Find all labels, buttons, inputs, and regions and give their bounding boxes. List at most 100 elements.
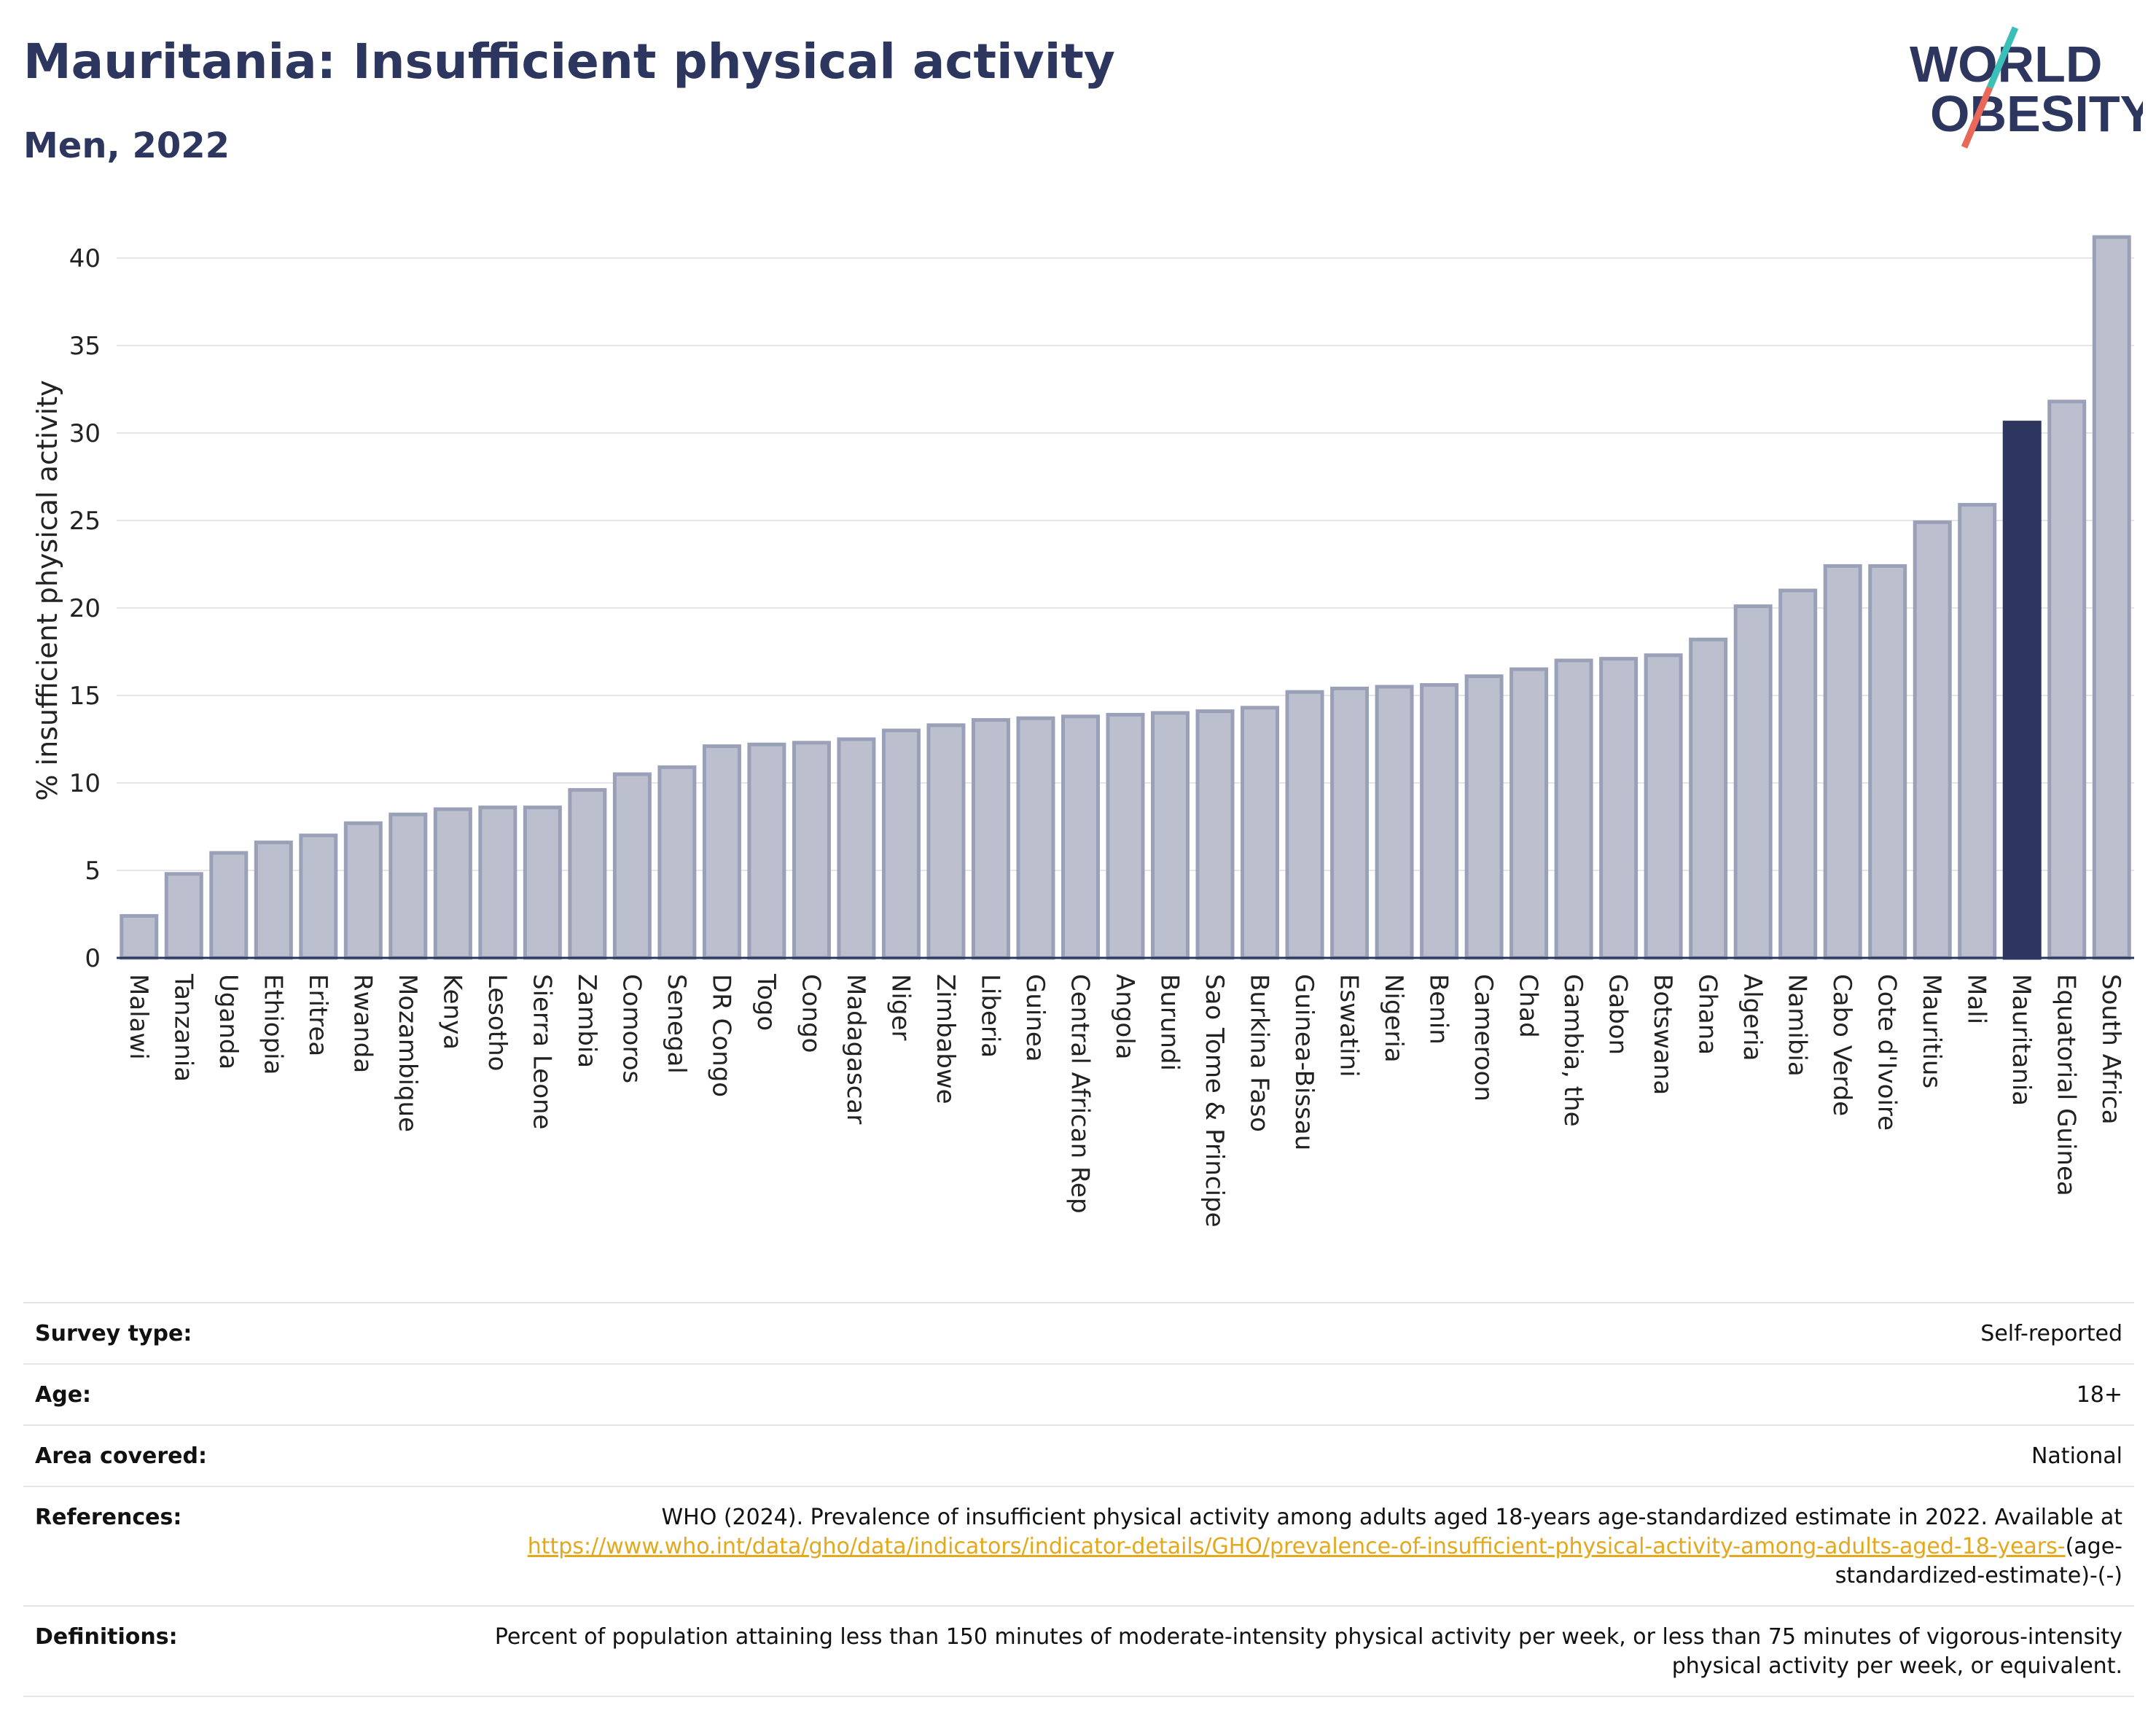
info-row-definitions: Definitions: Percent of population attai…: [23, 1605, 2134, 1697]
y-axis-title: % insufficient physical activity: [31, 380, 63, 800]
bar: [2092, 235, 2131, 960]
y-tick-label: 5: [85, 857, 101, 886]
category-label: Niger: [886, 974, 915, 1040]
age-value: 18+: [2076, 1382, 2122, 1408]
y-tick-label: 30: [69, 419, 101, 448]
bar: [1689, 637, 1728, 960]
category-label: Eswatini: [1335, 974, 1364, 1077]
category-label: Togo: [751, 973, 781, 1031]
bar: [433, 807, 472, 960]
category-label: Lesotho: [483, 974, 512, 1071]
bar: [120, 913, 159, 960]
y-tick-label: 10: [69, 769, 101, 798]
bar: [1509, 667, 1549, 960]
info-table: Survey type: Self-reported Age: 18+ Area…: [23, 1302, 2134, 1697]
bar: [612, 772, 652, 960]
bar: [1599, 657, 1639, 960]
category-label: Burundi: [1155, 974, 1184, 1071]
category-label: South Africa: [2096, 974, 2125, 1125]
category-label: Cabo Verde: [1827, 974, 1856, 1116]
bar: [254, 841, 293, 960]
bar: [971, 718, 1010, 960]
bar: [1061, 714, 1100, 960]
bar: [388, 812, 428, 960]
bar: [209, 851, 249, 960]
y-tick-label: 15: [69, 682, 101, 711]
category-label: Algeria: [1738, 974, 1767, 1061]
references-label: References:: [35, 1505, 182, 1530]
bar-chart: 0 5 10 15 20 25 30 35 40 Malawi Tanzania Uganda Eth…: [31, 235, 2134, 1228]
bar: [1330, 686, 1370, 960]
bar: [164, 872, 203, 960]
bar: [1868, 564, 1907, 960]
y-tick-label: 40: [69, 244, 101, 273]
info-row-area: Area covered: National: [23, 1424, 2134, 1486]
category-label: DR Congo: [706, 974, 735, 1097]
definitions-value: Percent of population attaining less tha…: [494, 1624, 2122, 1679]
info-row-survey-type: Survey type: Self-reported: [23, 1302, 2134, 1363]
bar: [1195, 709, 1235, 960]
category-label: Comoros: [617, 974, 646, 1083]
logo-slash-teal: [1986, 26, 2019, 89]
category-label: Angola: [1110, 974, 1139, 1059]
category-label: Kenya: [437, 974, 466, 1050]
category-label: Mauritius: [1917, 974, 1946, 1088]
bar: [1554, 658, 1593, 960]
category-label: Botswana: [1648, 974, 1677, 1095]
category-label: Sierra Leone: [527, 974, 556, 1129]
area-value: National: [2031, 1443, 2122, 1469]
category-label: Guinea: [1020, 974, 1050, 1062]
bar: [523, 806, 562, 960]
bar: [747, 742, 786, 960]
category-label: Madagascar: [841, 974, 870, 1124]
age-label: Age:: [35, 1382, 92, 1408]
category-label: Ethiopia: [258, 974, 287, 1075]
category-label: Benin: [1424, 974, 1453, 1045]
references-link[interactable]: https://www.who.int/data/gho/data/indica…: [527, 1534, 2066, 1559]
bar: [1420, 683, 1459, 960]
y-tick-label: 25: [69, 507, 101, 536]
chart-title: Mauritania: Insufficient physical activi…: [23, 34, 1115, 90]
bars: [120, 235, 2131, 960]
category-labels: Malawi Tanzania Uganda Ethiopia Eritrea Rwand…: [124, 973, 2125, 1228]
bar: [1913, 520, 1952, 960]
category-label: Zambia: [572, 974, 601, 1068]
bar: [299, 833, 338, 960]
info-row-age: Age: 18+: [23, 1363, 2134, 1424]
category-label: Central African Rep: [1065, 974, 1094, 1214]
category-label: Senegal: [662, 974, 691, 1074]
bar: [1375, 685, 1414, 960]
category-label: Guinea-Bissau: [1289, 974, 1319, 1150]
category-label: Nigeria: [1379, 974, 1408, 1063]
bar: [881, 728, 921, 960]
y-tick-label: 0: [85, 944, 101, 973]
survey-type-label: Survey type:: [35, 1321, 192, 1346]
category-label: Eritrea: [303, 974, 332, 1056]
category-label: Uganda: [214, 974, 243, 1069]
bar: [1778, 588, 1818, 960]
category-label: Ghana: [1693, 974, 1722, 1055]
category-label: Sao Tome & Principe: [1200, 974, 1229, 1228]
category-label: Mauritania: [2007, 974, 2036, 1106]
category-label: Mali: [1962, 974, 1991, 1024]
category-label: Burkina Faso: [1245, 974, 1274, 1132]
area-label: Area covered:: [35, 1443, 207, 1469]
y-tick-label: 35: [69, 332, 101, 361]
definitions-label: Definitions:: [35, 1624, 178, 1650]
survey-type-value: Self-reported: [1980, 1321, 2122, 1346]
y-tick-labels: 0 5 10 15 20 25 30 35 40: [69, 244, 101, 973]
bar: [343, 821, 383, 960]
category-label: Gambia, the: [1558, 974, 1587, 1127]
category-label: Congo: [796, 974, 825, 1053]
category-label: Rwanda: [348, 974, 377, 1073]
bar: [478, 806, 517, 960]
references-value: WHO (2024). Prevalence of insufficient p…: [475, 1503, 2122, 1591]
chart-subtitle: Men, 2022: [23, 125, 230, 166]
category-label: Liberia: [975, 974, 1004, 1058]
category-label: Cameroon: [1469, 974, 1498, 1102]
bar: [1464, 674, 1504, 960]
bar: [1958, 502, 1997, 960]
bar: [926, 723, 966, 960]
bar: [1016, 716, 1055, 960]
category-label: Chad: [1514, 974, 1543, 1038]
